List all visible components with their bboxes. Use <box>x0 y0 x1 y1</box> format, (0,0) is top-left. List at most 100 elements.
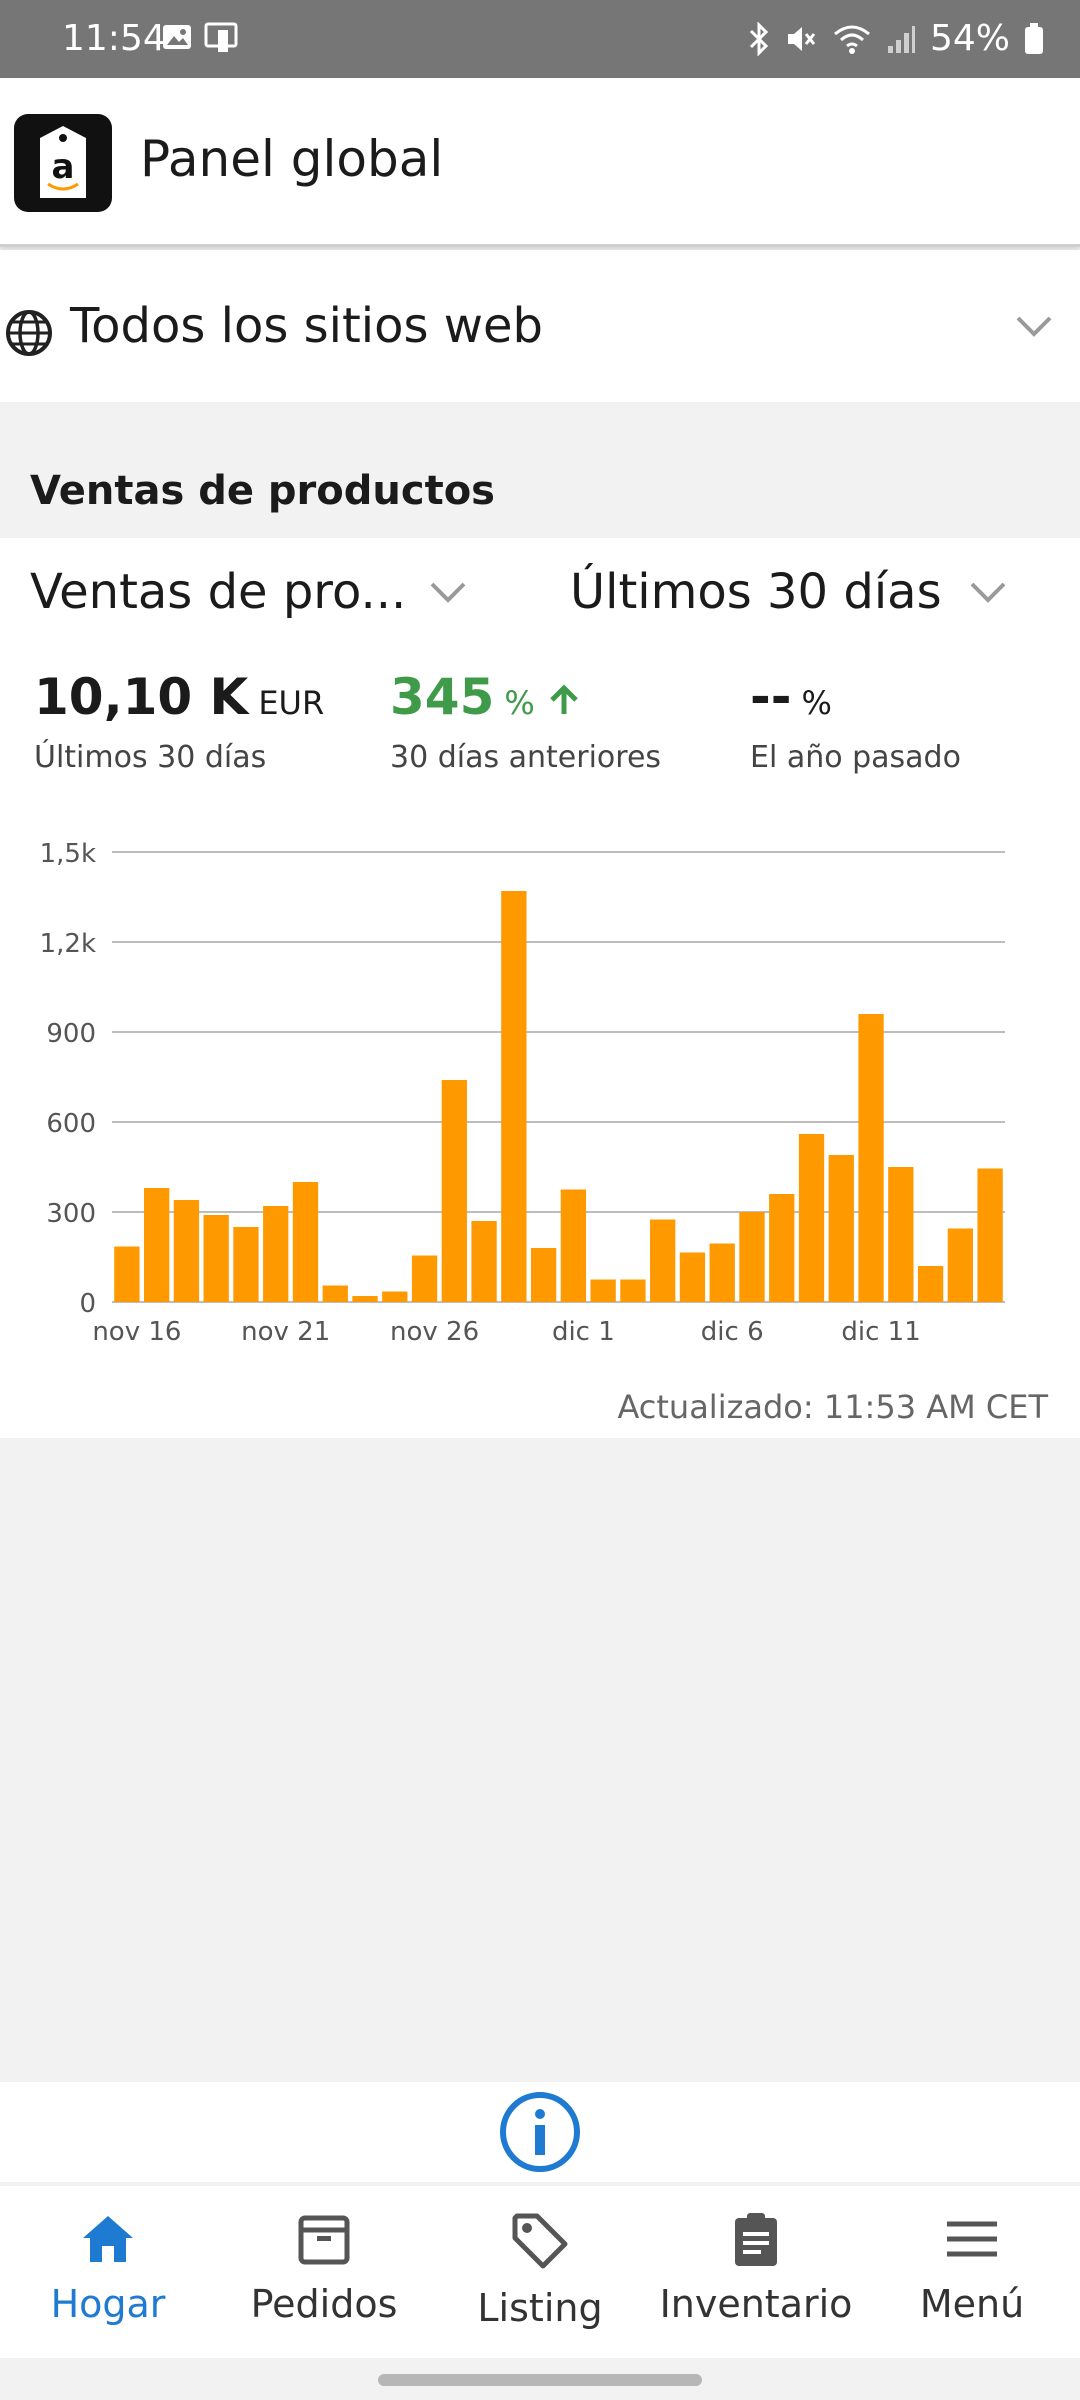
bar <box>143 1188 170 1302</box>
bar <box>322 1285 348 1302</box>
metric-label: 30 días anteriores <box>390 740 662 775</box>
period-dropdown[interactable]: Últimos 30 días <box>570 564 942 620</box>
info-icon[interactable] <box>498 2090 582 2174</box>
metric-unit: % <box>504 684 535 722</box>
nav-label: Pedidos <box>250 2282 398 2326</box>
bar <box>441 1080 467 1302</box>
y-tick-label: 900 <box>46 1019 96 1049</box>
status-bar: 11:54 54% <box>0 0 1080 78</box>
status-left-icons <box>162 22 240 54</box>
app-title: Panel global <box>140 130 444 188</box>
globe-icon <box>6 310 52 356</box>
info-bar <box>0 2082 1080 2182</box>
site-selector[interactable]: Todos los sitios web <box>0 250 1080 402</box>
bar <box>650 1219 676 1302</box>
nav-item-home[interactable]: Hogar <box>0 2210 216 2326</box>
bar <box>411 1255 438 1302</box>
bar <box>858 1014 884 1302</box>
image-icon <box>163 25 191 49</box>
amazon-seller-logo: a <box>14 114 112 212</box>
bar <box>203 1215 229 1302</box>
bar <box>560 1189 587 1302</box>
bar <box>620 1279 646 1302</box>
nav-label: Listing <box>477 2286 603 2330</box>
nav-item-listing[interactable]: Listing <box>432 2210 648 2330</box>
bar <box>798 1134 825 1302</box>
x-tick-label: nov 26 <box>390 1317 479 1347</box>
bar <box>947 1228 974 1302</box>
bar <box>501 891 527 1302</box>
bar <box>917 1266 944 1302</box>
gesture-handle[interactable] <box>378 2374 702 2386</box>
sales-card: Ventas de pro... Últimos 30 días 10,10 K… <box>0 538 1080 1438</box>
metric-unit: EUR <box>258 684 325 722</box>
bar <box>233 1227 259 1302</box>
x-tick-label: nov 21 <box>241 1317 330 1347</box>
device-icon <box>204 22 238 52</box>
bar <box>977 1168 1003 1302</box>
metric-previous-30-days: 345% 30 días anteriores <box>390 668 661 775</box>
x-tick-label: dic 11 <box>841 1317 920 1347</box>
section-title: Ventas de productos <box>30 468 495 514</box>
hamburger-icon <box>947 2221 997 2257</box>
bar <box>590 1279 616 1302</box>
metric-last-year: --% El año pasado <box>750 668 961 775</box>
app-bar: a Panel global <box>0 78 1080 247</box>
home-icon <box>83 2216 133 2262</box>
metric-label: Últimos 30 días <box>34 740 267 775</box>
x-tick-label: dic 1 <box>552 1317 615 1347</box>
y-tick-label: 300 <box>46 1199 96 1229</box>
metric-value: 10,10 K <box>34 668 249 726</box>
bluetooth-icon <box>749 21 769 56</box>
updated-timestamp: Actualizado: 11:53 AM CET <box>617 1388 1048 1426</box>
metric-dropdown[interactable]: Ventas de pro... <box>30 564 407 620</box>
battery-icon <box>1025 22 1043 54</box>
x-tick-label: nov 16 <box>92 1317 181 1347</box>
bar <box>352 1296 378 1302</box>
y-tick-label: 1,5k <box>40 839 96 869</box>
nav-label: Menú <box>919 2282 1025 2326</box>
chevron-down-icon[interactable] <box>968 578 1008 606</box>
metric-label: El año pasado <box>750 740 961 775</box>
battery-percent: 54% <box>929 18 1010 59</box>
metric-unit: % <box>801 684 832 722</box>
x-tick-label: dic 6 <box>701 1317 764 1347</box>
box-icon <box>298 2215 350 2265</box>
bar <box>292 1182 319 1302</box>
bar <box>173 1200 200 1302</box>
nav-item-menu[interactable]: Menú <box>864 2210 1080 2326</box>
metric-last-30-days: 10,10 K EUR Últimos 30 días <box>34 668 324 775</box>
metric-value: -- <box>750 668 792 726</box>
signal-icon <box>887 25 915 53</box>
bar <box>471 1221 497 1302</box>
bar <box>739 1212 765 1302</box>
metric-value: 345 <box>390 668 495 726</box>
y-tick-label: 1,2k <box>40 929 96 959</box>
bar <box>888 1167 914 1302</box>
bottom-navigation: Hogar Pedidos Listing Inventario Menú <box>0 2186 1080 2358</box>
bar <box>709 1243 735 1302</box>
nav-label: Inventario <box>659 2282 853 2326</box>
status-time: 11:54 <box>62 18 166 59</box>
wifi-icon <box>834 25 870 54</box>
y-tick-label: 0 <box>79 1289 96 1319</box>
bar <box>769 1194 795 1302</box>
bar <box>114 1246 140 1302</box>
site-selector-label: Todos los sitios web <box>70 298 543 354</box>
mute-icon <box>787 26 816 51</box>
chevron-down-icon[interactable] <box>428 578 468 606</box>
tag-icon <box>512 2213 568 2269</box>
chevron-down-icon <box>1016 316 1052 337</box>
bar <box>679 1252 706 1302</box>
logo-letter: a <box>52 147 75 187</box>
y-tick-label: 600 <box>46 1109 96 1139</box>
nav-label: Hogar <box>50 2282 166 2326</box>
nav-item-orders[interactable]: Pedidos <box>216 2210 432 2326</box>
clipboard-icon <box>735 2213 777 2266</box>
bar <box>263 1206 289 1302</box>
nav-item-inventory[interactable]: Inventario <box>648 2210 864 2326</box>
bar <box>828 1155 854 1302</box>
bar <box>382 1291 408 1302</box>
bar <box>530 1248 557 1302</box>
arrow-up-icon <box>550 684 578 714</box>
